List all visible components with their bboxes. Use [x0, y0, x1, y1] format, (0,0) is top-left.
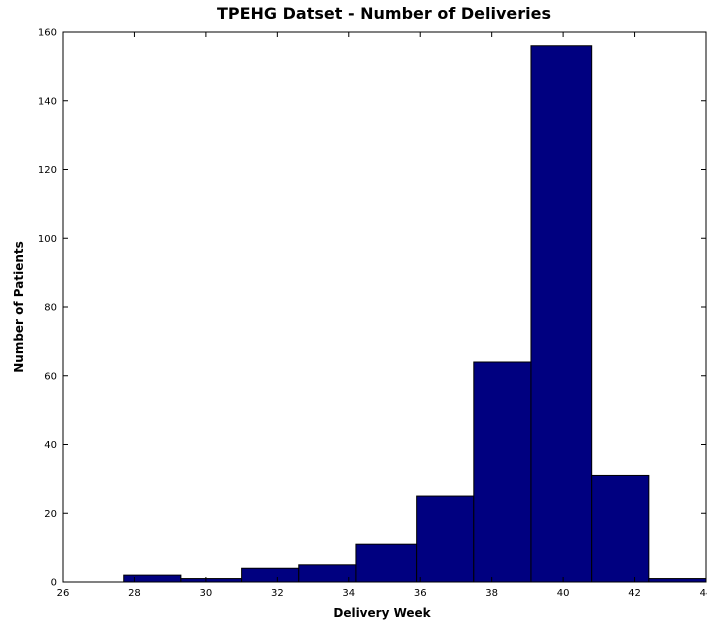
y-tick-label: 80: [44, 303, 57, 314]
x-tick-label: 26: [57, 588, 70, 599]
x-tick-label: 30: [200, 588, 213, 599]
histogram-bar-5: [355, 543, 418, 583]
x-tick-label: 42: [628, 588, 641, 599]
x-tick-label: 32: [271, 588, 284, 599]
histogram-bar-1: [123, 574, 182, 583]
y-tick-label: 120: [38, 165, 57, 176]
y-tick-label: 0: [51, 578, 57, 589]
y-axis-label: Number of Patients: [12, 241, 26, 373]
histogram-bar-3: [241, 567, 300, 583]
y-tick-label: 40: [44, 440, 57, 451]
x-tick-label: 40: [557, 588, 570, 599]
y-axis-ticks: 0 20 40 60 80 100 120 140 160: [38, 28, 706, 589]
histogram-bar-7: [473, 361, 532, 583]
histogram-bar-9: [591, 474, 650, 583]
x-tick-label: 28: [128, 588, 141, 599]
histogram-bar-2: [180, 578, 243, 583]
chart-title: TPEHG Datset - Number of Deliveries: [217, 4, 551, 23]
bars-group: [123, 45, 707, 583]
x-axis-label: Delivery Week: [333, 606, 431, 620]
x-tick-label: 34: [342, 588, 355, 599]
x-tick-label: 38: [485, 588, 498, 599]
x-tick-label: 36: [414, 588, 427, 599]
histogram-bar-6: [416, 495, 475, 583]
x-tick-label: 44: [700, 588, 707, 599]
y-tick-label: 60: [44, 371, 57, 382]
histogram-bar-10: [648, 578, 707, 583]
histogram-bar-8: [530, 45, 593, 583]
y-tick-label: 20: [44, 509, 57, 520]
x-axis-ticks: 26 28 30 32 34 36 38 40 42 44: [57, 32, 707, 599]
y-tick-label: 140: [38, 96, 57, 107]
y-tick-label: 160: [38, 28, 57, 39]
histogram-bar-4: [298, 564, 357, 583]
y-tick-label: 100: [38, 234, 57, 245]
